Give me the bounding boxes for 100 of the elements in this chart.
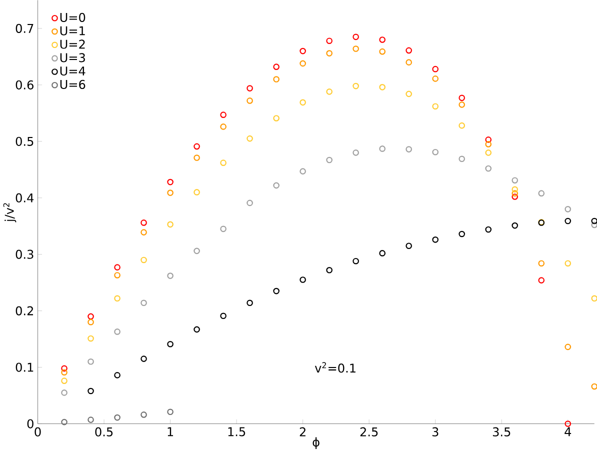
point [246, 97, 253, 104]
point [273, 182, 280, 188]
point [352, 45, 360, 52]
point [140, 411, 147, 418]
point [458, 122, 466, 129]
point [61, 369, 68, 376]
point [246, 135, 253, 142]
point [220, 226, 226, 232]
point [458, 101, 466, 108]
point [194, 154, 200, 161]
point [220, 112, 226, 118]
point [326, 156, 332, 164]
point [591, 218, 597, 224]
point [432, 103, 439, 110]
point [88, 388, 94, 394]
point [352, 82, 360, 90]
point [140, 300, 147, 306]
point [88, 313, 94, 320]
y-tick-label: 0.1 [16, 362, 34, 372]
point [140, 229, 147, 236]
point [88, 335, 94, 342]
point [114, 272, 120, 278]
x-tick-label: 3.5 [492, 427, 510, 436]
point [432, 236, 439, 243]
point [140, 219, 147, 226]
x-tick-label: 0 [34, 427, 41, 436]
point [194, 248, 200, 254]
point [114, 264, 120, 270]
point [273, 64, 280, 70]
point [485, 140, 492, 148]
point [114, 328, 120, 335]
point [512, 222, 518, 229]
point [220, 123, 226, 130]
point [564, 206, 572, 212]
x-tick-label: 0.5 [95, 427, 113, 436]
annotation: v$^{2}$=0.1 [314, 362, 356, 373]
point [61, 418, 68, 426]
x-tick-label: 2 [300, 427, 306, 436]
x-tick-label: 3 [432, 427, 438, 436]
legend-label: U=3 [60, 52, 85, 62]
y-tick-label: 0.5 [16, 136, 34, 146]
point [538, 260, 545, 266]
point [591, 222, 597, 228]
legend-label: U=2 [60, 40, 85, 49]
y-axis-title: j/v$^{2}$ [3, 203, 16, 222]
point [379, 250, 386, 256]
point [167, 178, 174, 186]
point [379, 145, 386, 152]
point [512, 193, 518, 200]
legend-label: U=6 [60, 80, 86, 89]
point [432, 66, 439, 72]
point [167, 221, 174, 228]
point [88, 358, 94, 365]
point [140, 356, 147, 362]
y-tick-label: 0.2 [16, 306, 34, 316]
point [564, 218, 572, 224]
point [273, 76, 280, 82]
legend-label: U=4 [60, 66, 86, 76]
point [326, 88, 332, 95]
point [512, 190, 518, 196]
point [114, 414, 120, 421]
point [591, 295, 597, 302]
point [352, 149, 360, 156]
point [140, 256, 147, 264]
point [432, 75, 439, 82]
point [485, 165, 492, 172]
x-tick-label: 4 [564, 427, 572, 436]
point [564, 260, 572, 266]
point [167, 340, 174, 348]
point [326, 266, 332, 274]
point [194, 143, 200, 150]
y-tick-label: 0 [27, 419, 34, 428]
point [246, 300, 253, 306]
point [485, 226, 492, 233]
point [114, 372, 120, 378]
point [300, 276, 306, 283]
point [352, 258, 360, 264]
x-tick-label: 1.5 [228, 427, 246, 436]
point [114, 295, 120, 302]
point [379, 48, 386, 55]
point [406, 59, 412, 66]
point [326, 38, 332, 44]
point [458, 230, 466, 238]
point [538, 190, 545, 196]
y-tick-label: 0.7 [16, 24, 34, 33]
x-tick-label: 1 [168, 427, 174, 436]
point [220, 160, 226, 166]
point [167, 272, 174, 279]
point [512, 186, 518, 192]
point [300, 99, 306, 106]
point [194, 326, 200, 332]
x-axis-title: ϕ [312, 437, 320, 449]
point [485, 136, 492, 143]
point [273, 288, 280, 294]
point [61, 365, 68, 372]
point [167, 189, 174, 196]
point [406, 242, 412, 249]
point [273, 114, 280, 122]
point [406, 146, 412, 152]
point [432, 148, 439, 156]
